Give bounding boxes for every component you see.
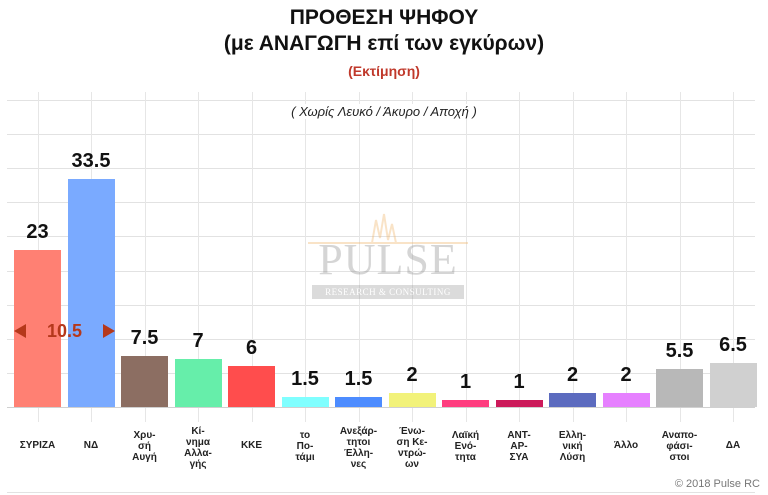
category-label: ΣΥΡΙΖΑ <box>19 440 56 451</box>
bar-13 <box>656 369 703 407</box>
category-label: Ελλη- νική Λύση <box>558 430 587 463</box>
bar-6 <box>281 396 329 407</box>
category-label: Αναπο- φάσι- στοι <box>661 430 698 463</box>
bar-5 <box>228 366 275 407</box>
bar-value-label: 2 <box>620 364 632 387</box>
gridline-horizontal <box>7 168 755 170</box>
bar-value-label: 6.5 <box>719 333 747 356</box>
gridline-vertical <box>252 92 253 422</box>
category-label: Ένω- ση Κε- ντρώ- ων <box>396 426 428 470</box>
bar-value-label: 2 <box>566 364 579 387</box>
bottom-divider <box>7 492 755 493</box>
category-label: Κί- νημα Αλλα- γής <box>184 426 212 470</box>
bar-value-label: 1 <box>513 371 525 394</box>
bar-value-label: 6 <box>245 337 258 360</box>
gap-annotation: 10.5 <box>14 319 115 343</box>
gridline-vertical <box>466 92 467 422</box>
copyright-text: © 2018 Pulse RC <box>674 478 760 490</box>
gridline-vertical <box>145 92 146 422</box>
watermark-brand: PULSE <box>318 235 458 284</box>
category-label: ΚΚΕ <box>240 440 263 451</box>
bar-value-label: 1 <box>459 371 472 394</box>
bar-value-label: 5.5 <box>665 340 694 363</box>
heartbeat-icon <box>360 213 410 244</box>
bar-14 <box>709 362 757 407</box>
category-label: ΝΔ <box>83 440 99 451</box>
gridline-vertical <box>573 92 574 422</box>
category-label: Ανεξάρ- τητοι Έλλη- νες <box>339 426 378 470</box>
category-label: Χρυ- σή Αυγή <box>132 430 157 463</box>
bar-value-label: 23 <box>26 221 49 244</box>
bar-9 <box>442 400 489 407</box>
gridline-vertical <box>626 92 627 422</box>
gridline-horizontal <box>7 100 755 101</box>
gap-value: 10.5 <box>46 320 83 341</box>
gridline-vertical <box>305 92 306 422</box>
x-axis-baseline <box>7 407 755 408</box>
bar-2 <box>67 178 115 407</box>
arrow-left-icon <box>14 324 26 338</box>
gridline-horizontal <box>7 236 755 238</box>
bar-value-label: 1.5 <box>344 367 373 390</box>
bar-4 <box>174 359 222 407</box>
category-label: ΔΑ <box>725 440 741 451</box>
chart-note: ( Χωρίς Λευκό / Άκυρο / Αποχή ) <box>0 104 768 119</box>
bar-value-label: 2 <box>406 364 418 387</box>
chart-title-line2: (με ΑΝΑΓΩΓΗ επί των εγκύρων) <box>223 32 545 55</box>
gridline-horizontal <box>7 270 755 272</box>
category-label: Λαϊκή Ενό- τητα <box>451 430 480 463</box>
gridline-vertical <box>359 92 360 422</box>
category-label: το Πο- τάμι <box>295 430 315 463</box>
pulse-line-icon <box>308 242 468 244</box>
gridline-vertical <box>680 92 681 422</box>
gridline-horizontal <box>7 202 755 204</box>
gridline-vertical <box>198 92 199 422</box>
category-label: ΑΝΤ- ΑΡ- ΣΥΑ <box>507 430 531 463</box>
bar-12 <box>602 393 650 407</box>
category-label: Άλλο <box>613 440 639 451</box>
gridline-vertical <box>519 92 520 422</box>
chart-note-text: ( Χωρίς Λευκό / Άκυρο / Αποχή ) <box>285 104 483 119</box>
chart-subtitle: (Εκτίμηση) <box>348 63 420 79</box>
gridline-horizontal <box>7 338 755 340</box>
bar-value-label: 33.5 <box>71 149 111 172</box>
pulse-watermark-logo: PULSE RESEARCH & CONSULTING <box>308 212 468 302</box>
bar-value-label: 1.5 <box>291 367 319 390</box>
watermark-tagline: RESEARCH & CONSULTING <box>312 285 464 299</box>
gridline-vertical <box>733 92 734 422</box>
bar-7 <box>335 396 382 407</box>
chart-title-line1: ΠΡΟΘΕΣΗ ΨΗΦΟΥ <box>289 6 479 29</box>
gridline-horizontal <box>7 304 755 306</box>
arrow-right-icon <box>102 324 115 338</box>
bar-10 <box>495 400 543 407</box>
gridline-vertical <box>412 92 413 422</box>
bar-11 <box>549 393 596 407</box>
gridline-horizontal <box>7 134 755 136</box>
bar-value-label: 7 <box>192 330 204 353</box>
bar-value-label: 7.5 <box>130 326 159 349</box>
bar-8 <box>388 393 436 407</box>
bar-3 <box>121 355 168 407</box>
gridline-horizontal <box>7 372 755 374</box>
